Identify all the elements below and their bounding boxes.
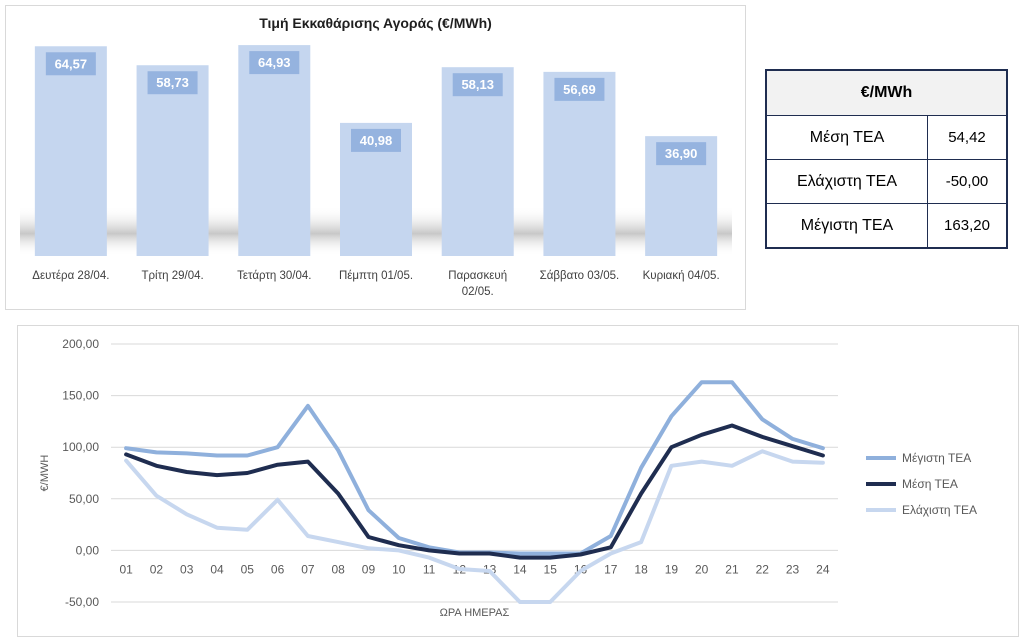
stats-row-mean: Μέση ΤΕΑ 54,42 [765,115,1008,160]
x-tick-label: 03 [180,562,194,576]
stats-row-label: Μέση ΤΕΑ [765,115,928,160]
stats-row-value: 163,20 [927,203,1008,249]
bar-chart: 64,57 Δευτέρα 28/04. 58,73 Τρίτη 29/04. 64,9… [20,45,732,298]
bar-category-label: Παρασκευή 02/05. [448,270,507,298]
x-tick-label: 20 [695,562,709,576]
bar-category-label: Τετάρτη 30/04. [237,270,311,282]
x-tick-label: 17 [604,562,618,576]
bar-value-label-bg [249,51,300,75]
legend-entry: Μέση ΤΕΑ [902,477,958,491]
bar-value-label-bg [554,77,605,101]
y-tick-label: 100,00 [62,440,99,454]
bar-value-label: 40,98 [360,133,393,148]
stats-row-max: Μέγιστη ΤΕΑ 163,20 [765,203,1008,249]
x-tick-label: 15 [544,562,558,576]
x-tick-label: 22 [756,562,770,576]
bar-category-label: Σάββατο 03/05. [540,270,620,282]
series-line [124,449,825,604]
series-line [124,423,825,560]
x-tick-label: 11 [423,562,436,576]
x-tick-label: 23 [786,562,800,576]
x-tick-label: 01 [119,562,133,576]
x-tick-label: 04 [210,562,224,576]
bar-chart-panel: Τιμή Εκκαθάρισης Αγοράς (€/MWh) 64,57 Δευ… [5,5,746,310]
bar [136,65,209,256]
bar-value-label: 58,73 [156,75,189,90]
x-tick-label: 21 [725,562,739,576]
x-tick-label: 19 [665,562,679,576]
bar-value-label-bg [147,71,198,95]
bar-category-label-line: 02/05. [462,286,494,298]
stats-row-value: 54,42 [927,115,1008,160]
x-tick-label: 18 [634,562,648,576]
bar [543,71,616,256]
x-tick-label: 05 [241,562,255,576]
bar-value-label: 36,90 [665,146,698,161]
bar-value-label-bg [452,73,503,97]
x-tick-label: 06 [271,562,285,576]
bar-chart-title: Τιμή Εκκαθάρισης Αγοράς (€/MWh) [259,15,492,31]
bar-value-label-bg [351,128,401,152]
bar [238,45,311,256]
x-tick-label: 14 [513,562,527,576]
y-tick-label: 50,00 [69,492,99,506]
stats-row-label: Μέγιστη ΤΕΑ [765,203,928,249]
bar-value-label-bg [45,52,96,76]
bar [34,46,107,256]
bar-value-label: 56,69 [563,82,596,97]
x-tick-label: 24 [816,562,830,576]
bar-category-label: Κυριακή 04/05. [643,270,720,282]
y-tick-label: 200,00 [62,337,99,351]
stats-table: €/MWh Μέση ΤΕΑ 54,42 Ελάχιστη ΤΕΑ -50,00… [765,69,1008,249]
x-axis-label: ΩΡΑ ΗΜΕΡΑΣ [440,607,510,619]
x-tick-label: 02 [150,562,164,576]
bar-category-label: Τρίτη 29/04. [141,270,203,282]
line-chart: -50,00 0,00 50,00 100,00 150,00 200,00 01 02 03 0… [39,337,977,619]
bar-value-label: 58,13 [461,77,494,92]
stats-table-header: €/MWh [765,69,1008,116]
stats-row-label: Ελάχιστη ΤΕΑ [765,159,928,204]
line-chart-panel: -50,00 0,00 50,00 100,00 150,00 200,00 01 02 03 0… [17,325,1019,637]
bar-category-label: Πέμπτη 01/05. [339,270,413,282]
x-tick-label: 07 [301,562,315,576]
x-tick-label: 10 [392,562,406,576]
bar-value-label-bg [656,142,707,166]
x-tick-label: 08 [332,562,346,576]
x-tick-label: 09 [362,562,376,576]
bar-category-label: Δευτέρα 28/04. [32,270,109,282]
legend-entry: Ελάχιστη ΤΕΑ [902,503,977,517]
bar-category-label-line: Παρασκευή [448,270,507,282]
y-tick-label: 0,00 [76,543,100,557]
bar-value-label: 64,93 [258,55,291,70]
stats-row-min: Ελάχιστη ΤΕΑ -50,00 [765,159,1008,204]
y-tick-label: 150,00 [62,389,99,403]
stats-row-value: -50,00 [927,159,1008,204]
y-axis-label: €/MWH [39,455,51,492]
bar [441,67,514,256]
legend-entry: Μέγιστη ΤΕΑ [902,451,971,465]
y-tick-label: -50,00 [65,595,99,609]
bar-value-label: 64,57 [55,56,88,71]
